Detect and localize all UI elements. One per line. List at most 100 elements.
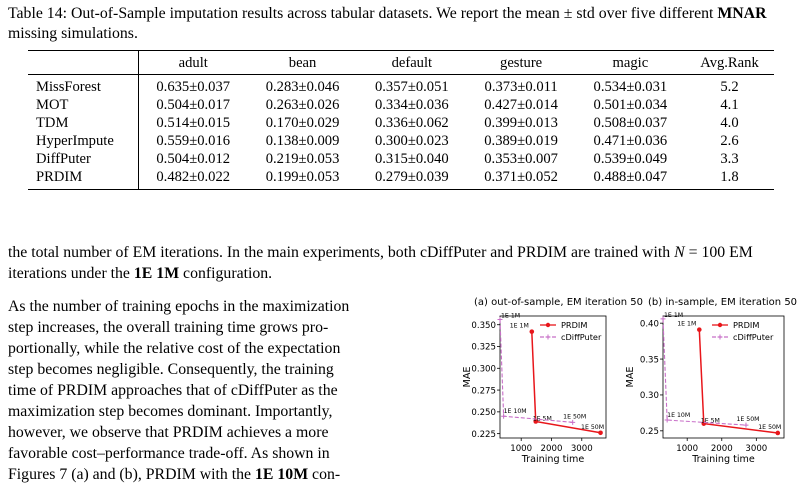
table-cell: 0.539±0.049	[593, 151, 668, 167]
chart1-point-label: 1E 50M	[736, 416, 759, 423]
chart1-y-tick-label: 0.25	[640, 427, 659, 437]
table-cell: 2.6	[720, 133, 739, 149]
chart1-x-tick-label: 2000	[711, 444, 733, 454]
table-body: MissForest 0.635±0.037 0.283±0.046 0.357±0.…	[28, 74, 774, 190]
chart0-y-tick-label: 0.250	[471, 408, 496, 418]
para2-line: step increases, the overall training tim…	[8, 319, 329, 336]
table-header-row: adult bean default gesture magic Avg.Rank	[28, 50, 774, 75]
chart1-data-point	[775, 430, 781, 436]
para2-last-suffix: con-	[308, 466, 341, 483]
chart1-legend-marker	[717, 322, 723, 328]
chart1-legend-label: PRDIM	[733, 320, 759, 330]
caption-prefix: Table 14: Out-of-Sample imputation resul…	[8, 5, 718, 22]
table-cell: 0.471±0.036	[593, 133, 668, 149]
chart1-series-line-cdiffputer	[662, 318, 747, 426]
header-gesture: gesture	[500, 55, 543, 71]
chart0-point-label: 1E 50M	[563, 413, 586, 420]
chart0-x-tick-label: 2000	[541, 444, 563, 454]
table-cell: 0.279±0.039	[374, 169, 449, 185]
paragraph-training-time: As the number of training epochs in the …	[8, 296, 433, 485]
chart1-x-axis-label: Training time	[691, 454, 755, 465]
table-cell: 0.170±0.029	[265, 115, 340, 131]
table-cell: 4.1	[720, 97, 739, 113]
chart0-legend-marker	[545, 334, 551, 340]
table-cell: 1.8	[720, 169, 739, 185]
table-cell: 0.399±0.013	[484, 115, 558, 131]
chart1-point-label: 1E 1M	[664, 312, 683, 319]
chart0-plot-frame	[499, 315, 607, 439]
table-cell: 0.635±0.037	[137, 74, 248, 96]
para2-last-bold: 1E 10M	[255, 466, 309, 483]
chart1-point-label: 1E 10M	[667, 412, 690, 419]
chart0-x-axis-label: Training time	[521, 454, 585, 465]
header-method	[28, 51, 138, 75]
table-cell: 0.482±0.022	[137, 168, 248, 190]
chart1-data-point	[660, 316, 666, 322]
chart0-data-point	[501, 413, 507, 419]
table-cell: 0.389±0.019	[484, 133, 558, 149]
table-cell: 0.501±0.034	[593, 97, 668, 113]
method-name: DiffPuter	[36, 151, 91, 167]
table-cell: 0.219±0.053	[265, 151, 340, 167]
table-cell: 0.357±0.051	[374, 79, 449, 95]
table-cell: 0.534±0.031	[593, 79, 668, 95]
chart0-y-axis-label: MAE	[462, 367, 473, 388]
method-name: MissForest	[36, 79, 101, 95]
chart0-point-label: 1E 1M	[510, 323, 529, 330]
table-cell: 0.199±0.053	[265, 169, 340, 185]
chart1-series-line-prdim	[698, 329, 778, 434]
para2-line: step becomes negligible. Consequently, t…	[8, 361, 334, 378]
chart0-point-label: 1E 10M	[504, 408, 527, 415]
table-row: PRDIM 0.482±0.022 0.199±0.053 0.279±0.039 0.…	[28, 168, 774, 190]
chart1-legend-marker	[717, 334, 723, 340]
table-cell: 3.3	[720, 151, 739, 167]
chart0-point-label: 1E 50M	[581, 424, 604, 431]
table-cell: 0.371±0.052	[484, 169, 558, 185]
chart-b-title: (b) in-sample, EM iteration 50	[648, 297, 798, 308]
table-cell: 5.2	[720, 79, 739, 95]
table-cell: 0.263±0.026	[265, 97, 340, 113]
table-cell: 4.0	[720, 115, 739, 131]
chart0-x-tick-label: 3000	[571, 444, 593, 454]
table-cell: 0.373±0.011	[484, 79, 558, 95]
para2-line: portionally, while the relative cost of …	[8, 340, 341, 357]
chart0-legend-label: cDiffPuter	[561, 332, 602, 342]
para2-last-prefix: Figures 7 (a) and (b), PRDIM with the	[8, 466, 256, 483]
chart0-legend-label: PRDIM	[561, 320, 587, 330]
chart0-data-point	[497, 316, 503, 322]
table-row: TDM 0.514±0.015 0.170±0.029 0.336±0.062 0.39…	[28, 114, 774, 132]
table-cell: 0.504±0.017	[137, 96, 248, 114]
para2-last-line: Figures 7 (a) and (b), PRDIM with the 1E…	[8, 464, 433, 485]
method-name: HyperImpute	[36, 133, 114, 149]
chart1-y-axis-label: MAE	[625, 367, 636, 388]
header-default: default	[391, 55, 433, 71]
chart0-y-tick-label: 0.225	[471, 430, 496, 440]
table-caption: Table 14: Out-of-Sample imputation resul…	[8, 4, 800, 44]
chart0-y-tick-label: 0.325	[471, 343, 496, 353]
method-name: MOT	[36, 97, 69, 113]
chart0-y-tick-label: 0.300	[471, 364, 496, 374]
table-cell: 0.283±0.046	[265, 79, 340, 95]
chart0-data-point	[529, 329, 535, 334]
table-cell: 0.488±0.047	[593, 169, 668, 185]
chart1-y-tick-label: 0.35	[640, 355, 659, 365]
chart1-x-tick-label: 1000	[676, 444, 698, 454]
table-row: HyperImpute 0.559±0.016 0.138±0.009 0.300±0…	[28, 132, 774, 150]
table-row: MOT 0.504±0.017 0.263±0.026 0.334±0.036 0.42…	[28, 96, 774, 114]
header-adult: adult	[137, 50, 248, 75]
chart1-legend-label: cDiffPuter	[733, 332, 774, 342]
table-cell: 0.504±0.012	[137, 150, 248, 168]
para1-math-n: N	[674, 244, 685, 261]
para2-line: favorable cost–performance trade-off. As…	[8, 445, 330, 462]
chart1-y-tick-label: 0.40	[640, 319, 659, 329]
chart0-y-tick-label: 0.275	[471, 386, 496, 396]
chart0-point-label: 1E 1M	[501, 312, 520, 319]
chart1-point-label: 1E 5M	[701, 418, 720, 425]
chart-a-title: (a) out-of-sample, EM iteration 50	[474, 297, 643, 308]
caption-suffix: missing simulations.	[8, 25, 138, 42]
chart1-point-label: 1E 50M	[758, 424, 781, 431]
para1-text1: the total number of EM iterations. In th…	[8, 244, 675, 261]
para2-line: As the number of training epochs in the …	[8, 298, 350, 315]
table-cell: 0.514±0.015	[137, 114, 248, 132]
table-cell: 0.138±0.009	[265, 133, 340, 149]
